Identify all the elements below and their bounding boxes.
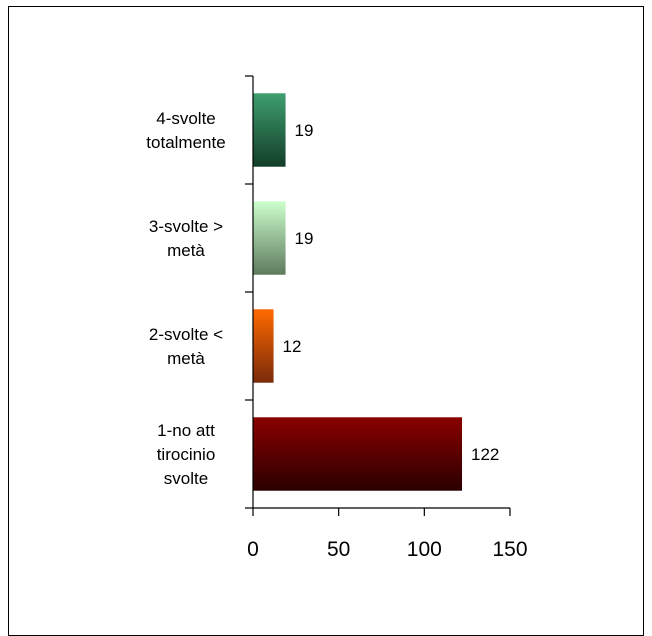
value-label-4: 19 bbox=[295, 121, 314, 140]
bars-layer bbox=[253, 93, 463, 491]
x-tick-label-3: 100 bbox=[407, 538, 442, 561]
x-tick-label-2: 50 bbox=[327, 538, 350, 561]
labels-layer: 122 1-no att tirocinio svolte 12 2-svolte < me… bbox=[146, 109, 527, 561]
bar-1 bbox=[253, 417, 463, 491]
category-label-1: 1-no att tirocinio svolte bbox=[157, 421, 216, 488]
value-label-2: 12 bbox=[283, 337, 302, 356]
x-tick-label-4: 150 bbox=[492, 538, 527, 561]
bar-3 bbox=[253, 201, 286, 275]
category-label-4: 4-svolte totalmente bbox=[146, 109, 225, 152]
category-label-3: 3-svolte > metà bbox=[149, 217, 223, 260]
category-label-2: 2-svolte < metà bbox=[149, 325, 223, 368]
value-label-1: 122 bbox=[471, 445, 499, 464]
axes-layer bbox=[245, 75, 511, 516]
bar-4 bbox=[253, 93, 286, 167]
bar-chart: 122 1-no att tirocinio svolte 12 2-svolte < me… bbox=[146, 75, 528, 561]
value-label-3: 19 bbox=[295, 229, 314, 248]
bar-2 bbox=[253, 309, 274, 383]
x-tick-label-1: 0 bbox=[247, 538, 259, 561]
chart-frame bbox=[8, 6, 644, 636]
